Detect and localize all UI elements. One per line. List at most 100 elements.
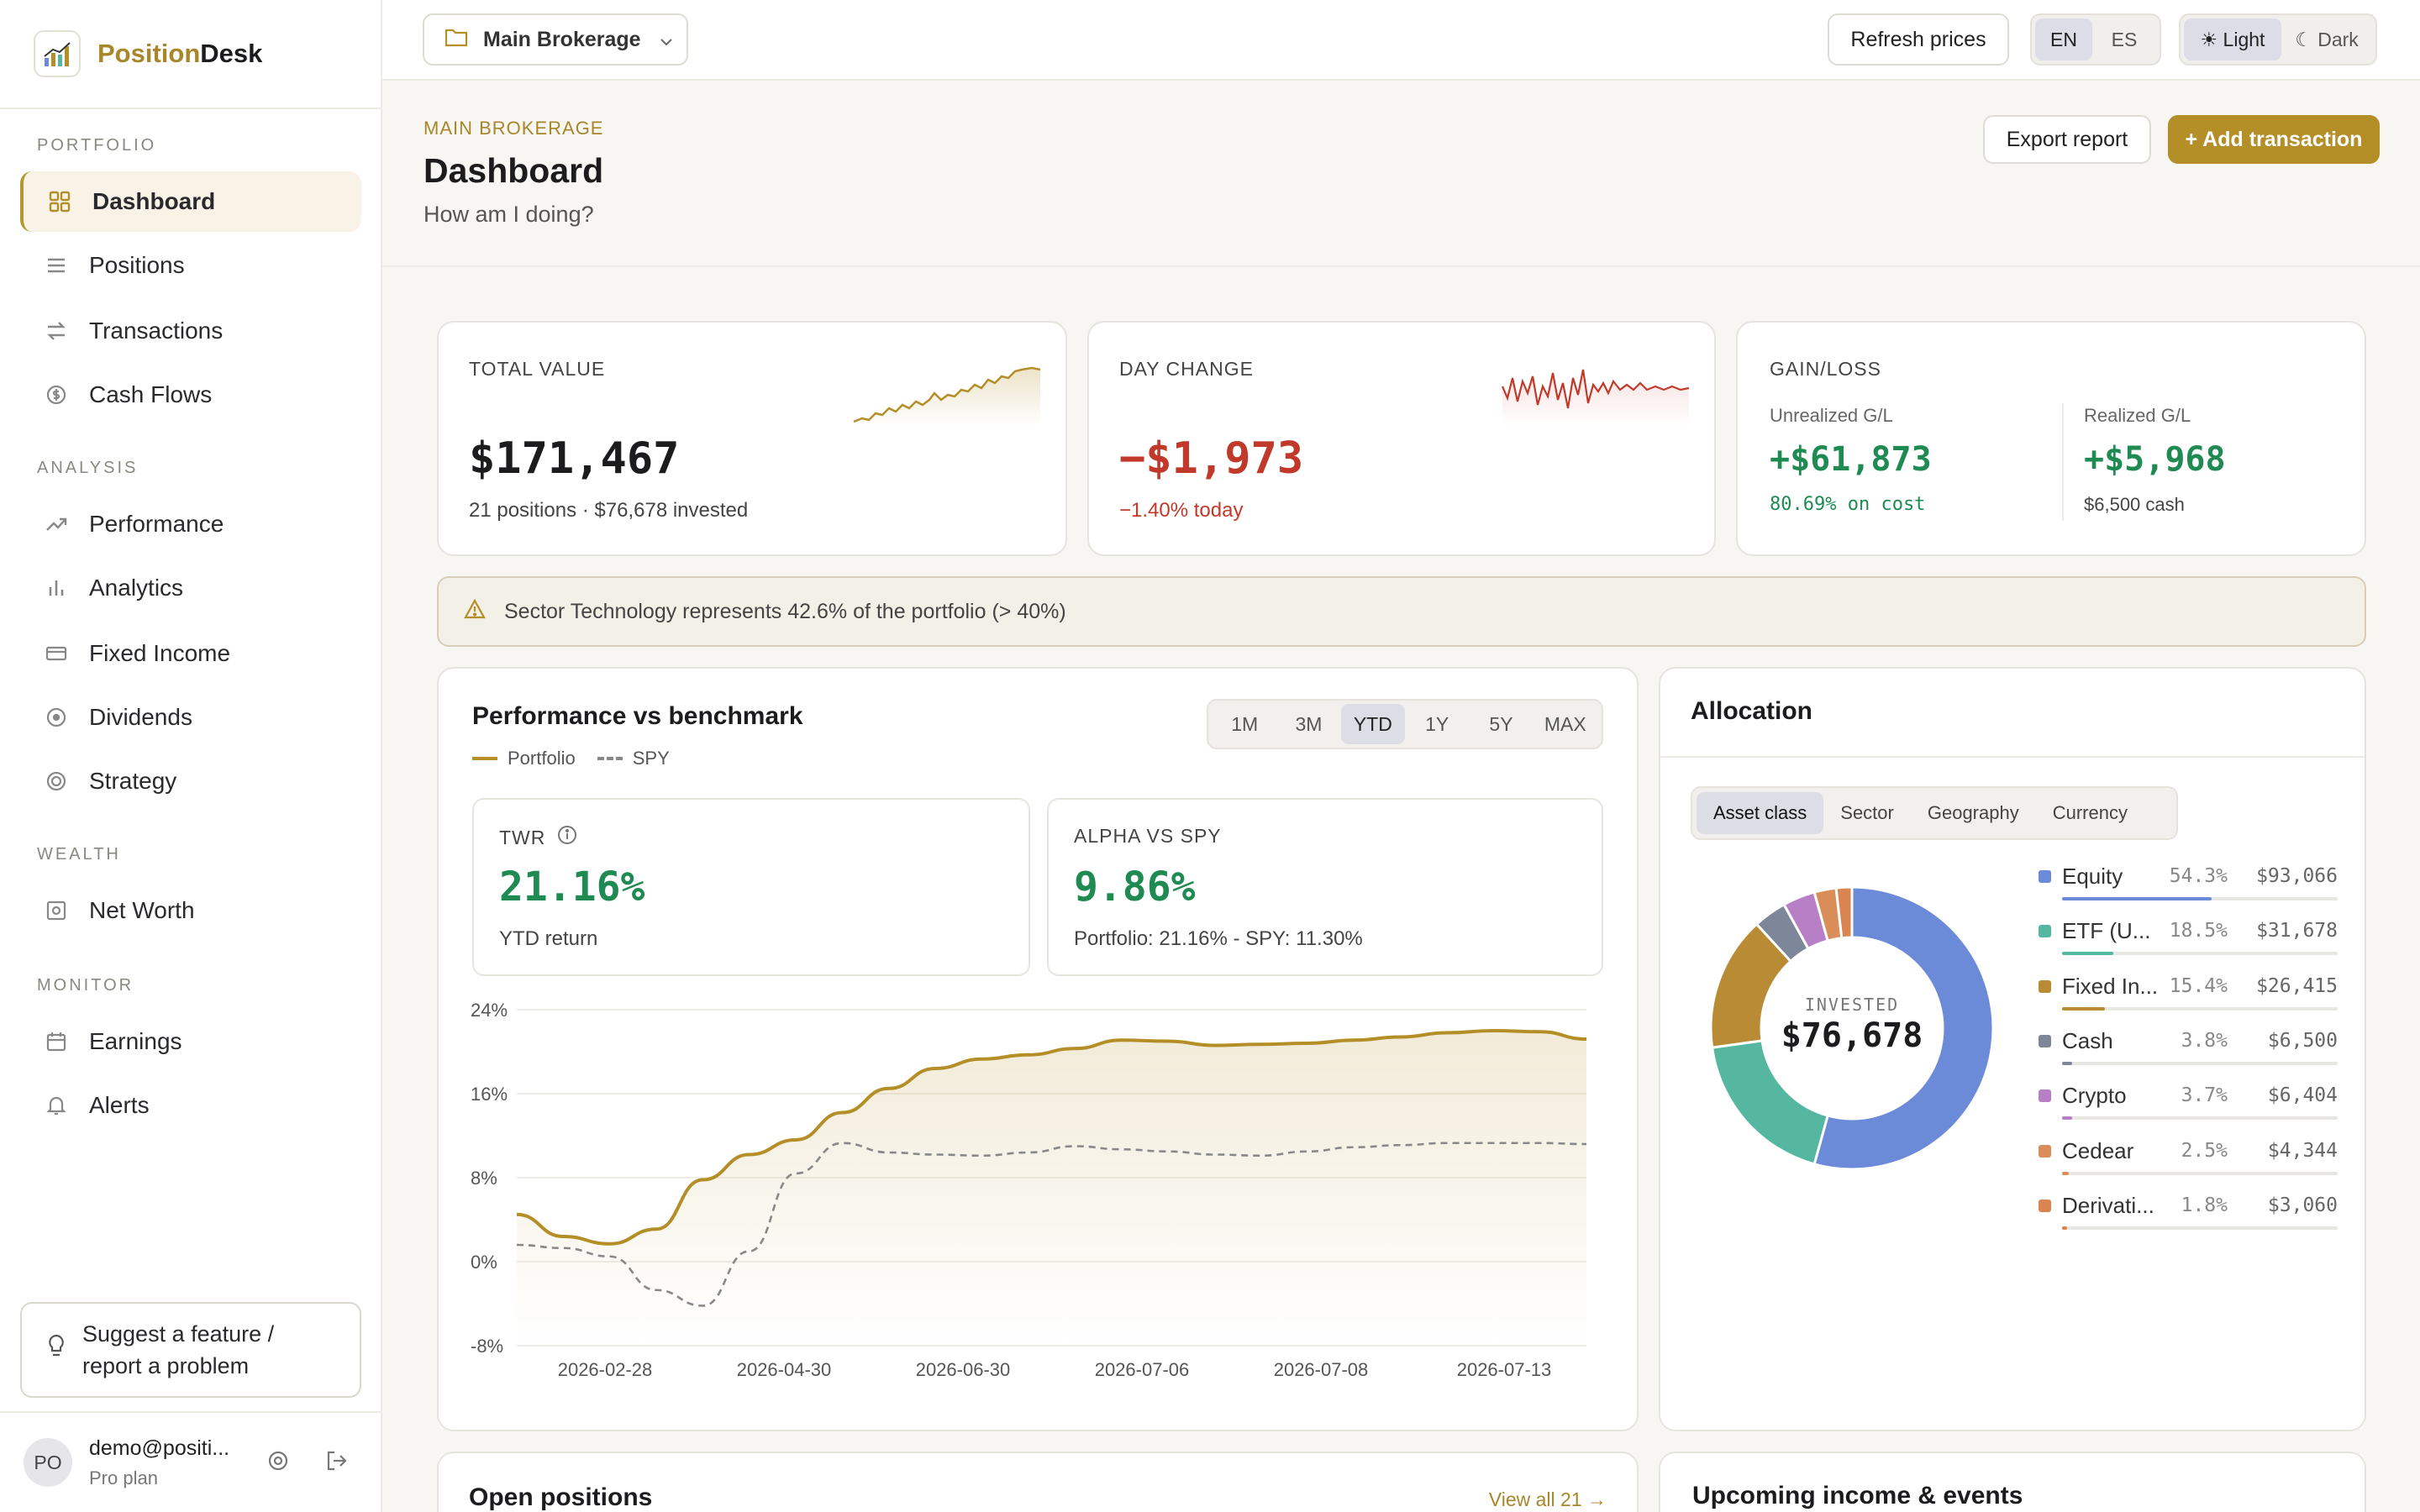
sidebar-item-label: Fixed Income (89, 640, 231, 666)
add-transaction-button[interactable]: + Add transaction (2168, 115, 2380, 164)
export-report-button[interactable]: Export report (1983, 115, 2151, 164)
y-tick-label: -8% (471, 1336, 503, 1357)
lightbulb-icon (47, 1334, 66, 1366)
sidebar-item-cash-flows[interactable]: Cash Flows (20, 365, 361, 425)
legend-swatch (2039, 1199, 2051, 1212)
sidebar-item-label: Dashboard (92, 188, 216, 214)
sidebar-item-net-worth[interactable]: Net Worth (20, 880, 361, 941)
range-max[interactable]: MAX (1544, 712, 1586, 735)
donut-slice[interactable] (1710, 1039, 1830, 1166)
avatar[interactable]: PO (24, 1438, 72, 1487)
allocation-legend-row[interactable]: Cedear 2.5% $4,344 (2035, 1131, 2338, 1182)
donut-slice[interactable] (1834, 885, 1854, 940)
tab-sector[interactable]: Sector (1840, 802, 1894, 823)
legend-swatch (2039, 979, 2051, 993)
sidebar-item-dashboard[interactable]: Dashboard (20, 171, 361, 232)
tab-currency[interactable]: Currency (2052, 802, 2128, 823)
legend-bar (2062, 1116, 2338, 1121)
legend-value: $6,404 (2267, 1084, 2338, 1107)
allocation-legend-row[interactable]: Derivati... 1.8% $3,060 (2035, 1186, 2338, 1236)
tab-asset-class[interactable]: Asset class (1697, 792, 1824, 834)
sidebar-item-earnings[interactable]: Earnings (20, 1011, 361, 1072)
account-selector[interactable]: Main Brokerage (423, 13, 688, 66)
total-value-sparkline (853, 366, 1041, 427)
refresh-prices-button[interactable]: Refresh prices (1828, 13, 2009, 66)
tab-geography[interactable]: Geography (1927, 802, 2019, 823)
total-value-card: TOTAL VALUE $171,467 21 positions · $76,… (437, 321, 1067, 556)
legend-name: Cash (2062, 1027, 2113, 1053)
lang-es-button[interactable]: ES (2111, 28, 2138, 50)
theme-dark-button[interactable]: ☾ Dark (2295, 28, 2359, 50)
range-ytd[interactable]: YTD (1340, 704, 1405, 744)
view-all-link[interactable]: View all 21 → (1488, 1488, 1607, 1510)
legend-name: ETF (U... (2062, 918, 2151, 944)
list-icon (44, 253, 69, 278)
unrealized-value: +$61,873 (1770, 440, 1932, 479)
legend-name: Fixed In... (2062, 973, 2159, 999)
sidebar-item-label: Net Worth (89, 897, 195, 923)
sidebar-item-alerts[interactable]: Alerts (20, 1075, 361, 1136)
legend-value: $4,344 (2267, 1139, 2338, 1162)
open-positions-title: Open positions (469, 1483, 653, 1511)
twr-card: TWR 21.16% YTD return (472, 798, 1030, 976)
range-1y[interactable]: 1Y (1425, 712, 1449, 735)
legend-bar (2062, 952, 2338, 956)
lang-en-button[interactable]: EN (2035, 18, 2092, 60)
twr-value: 21.16% (499, 864, 645, 911)
header-divider (382, 265, 2420, 267)
sidebar-item-positions[interactable]: Positions (20, 235, 361, 296)
range-1m[interactable]: 1M (1231, 712, 1259, 735)
allocation-legend-row[interactable]: Fixed In... 15.4% $26,415 (2035, 967, 2338, 1017)
legend-bar (2062, 1061, 2338, 1065)
x-tick-label: 2026-07-08 (1274, 1359, 1369, 1378)
legend-name: Derivati... (2062, 1192, 2154, 1218)
settings-icon[interactable] (266, 1448, 291, 1478)
legend-name: Cedear (2062, 1137, 2134, 1163)
gain-divider (2062, 403, 2064, 521)
donut-center-label: INVESTED (1804, 995, 1900, 1015)
allocation-legend-row[interactable]: Cash 3.8% $6,500 (2035, 1021, 2338, 1072)
calendar-icon (44, 1029, 69, 1054)
allocation-donut (1709, 885, 1995, 1171)
legend-value: $26,415 (2256, 974, 2338, 997)
allocation-legend-row[interactable]: Crypto 3.7% $6,404 (2035, 1076, 2338, 1126)
sidebar-item-performance[interactable]: Performance (20, 494, 361, 554)
safe-icon (44, 898, 69, 923)
day-change-label: DAY CHANGE (1119, 358, 1254, 380)
sidebar-item-strategy[interactable]: Strategy (20, 751, 361, 811)
allocation-legend-row[interactable]: Equity 54.3% $93,066 (2035, 857, 2338, 907)
day-change-sparkline (1501, 369, 1690, 427)
theme-light-button[interactable]: ☀ Light (2184, 18, 2281, 60)
y-tick-label: 0% (471, 1252, 497, 1273)
info-icon[interactable] (557, 825, 577, 850)
sidebar-item-fixed-income[interactable]: Fixed Income (20, 623, 361, 684)
legend-pct: 3.7% (2181, 1084, 2228, 1107)
allocation-legend-row[interactable]: ETF (U... 18.5% $31,678 (2035, 911, 2338, 962)
breadcrumb: MAIN BROKERAGE (424, 118, 604, 139)
page-subtitle: How am I doing? (424, 202, 594, 227)
nav-section-portfolio: PORTFOLIO (37, 136, 157, 155)
user-email: demo@positi... (89, 1436, 230, 1460)
brand[interactable]: PositionDesk (0, 0, 381, 109)
concentration-alert: Sector Technology represents 42.6% of th… (437, 576, 2366, 647)
range-3m[interactable]: 3M (1295, 712, 1323, 735)
legend-name: Equity (2062, 864, 2123, 889)
legend-bar (2062, 1226, 2338, 1230)
range-selector: 1M 3M YTD 1Y 5Y MAX (1207, 699, 1603, 749)
suggest-feature-button[interactable]: Suggest a feature / report a problem (20, 1302, 361, 1398)
donut-slice[interactable] (1812, 885, 1995, 1171)
sidebar-item-transactions[interactable]: Transactions (20, 301, 361, 361)
alpha-sub: Portfolio: 21.16% - SPY: 11.30% (1074, 927, 1363, 950)
sidebar-item-dividends[interactable]: Dividends (20, 687, 361, 748)
legend-pct: 18.5% (2169, 920, 2228, 942)
legend-value: $93,066 (2256, 865, 2338, 887)
logout-icon[interactable] (324, 1448, 350, 1478)
sidebar-item-analytics[interactable]: Analytics (20, 558, 361, 618)
legend-bar-fill (2062, 1226, 2067, 1230)
page-title: Dashboard (424, 151, 604, 190)
x-tick-label: 2026-07-13 (1457, 1359, 1552, 1378)
alert-text: Sector Technology represents 42.6% of th… (504, 599, 1066, 623)
range-5y[interactable]: 5Y (1489, 712, 1513, 735)
donut-center-value: $76,678 (1781, 1016, 1923, 1055)
y-tick-label: 16% (471, 1084, 508, 1105)
